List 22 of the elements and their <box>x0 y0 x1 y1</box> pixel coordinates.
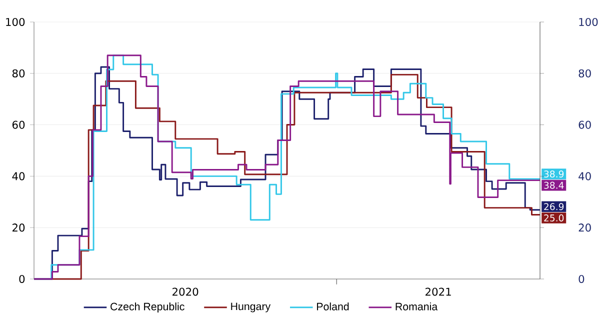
legend-label: Poland <box>317 302 349 310</box>
data-label: 38.9 <box>544 170 564 178</box>
y-tick-label: 100 <box>6 18 25 26</box>
data-label: 38.4 <box>544 182 564 189</box>
y2-tick-label: 60 <box>578 120 591 129</box>
data-label: 26.9 <box>544 203 564 210</box>
legend-label: Czech Republic <box>110 302 184 312</box>
y2-tick-label: 100 <box>579 18 598 26</box>
legend-label: Romania <box>396 302 438 310</box>
y2-tick-label: 20 <box>578 224 591 232</box>
y-tick-label: 0 <box>19 274 25 284</box>
x-tick-label: 2020 <box>172 288 198 296</box>
y-tick-label: 80 <box>12 69 25 78</box>
y-tick-label: 20 <box>12 224 25 232</box>
y2-tick-label: 40 <box>578 172 591 180</box>
y-tick-label: 40 <box>12 172 25 180</box>
y-tick-label: 60 <box>12 120 25 129</box>
y2-tick-label: 80 <box>578 69 591 78</box>
data-label: 25.0 <box>544 214 564 222</box>
legend-label: Hungary <box>231 302 271 312</box>
x-tick-label: 2021 <box>426 288 451 296</box>
y2-tick-label: 0 <box>578 274 584 284</box>
